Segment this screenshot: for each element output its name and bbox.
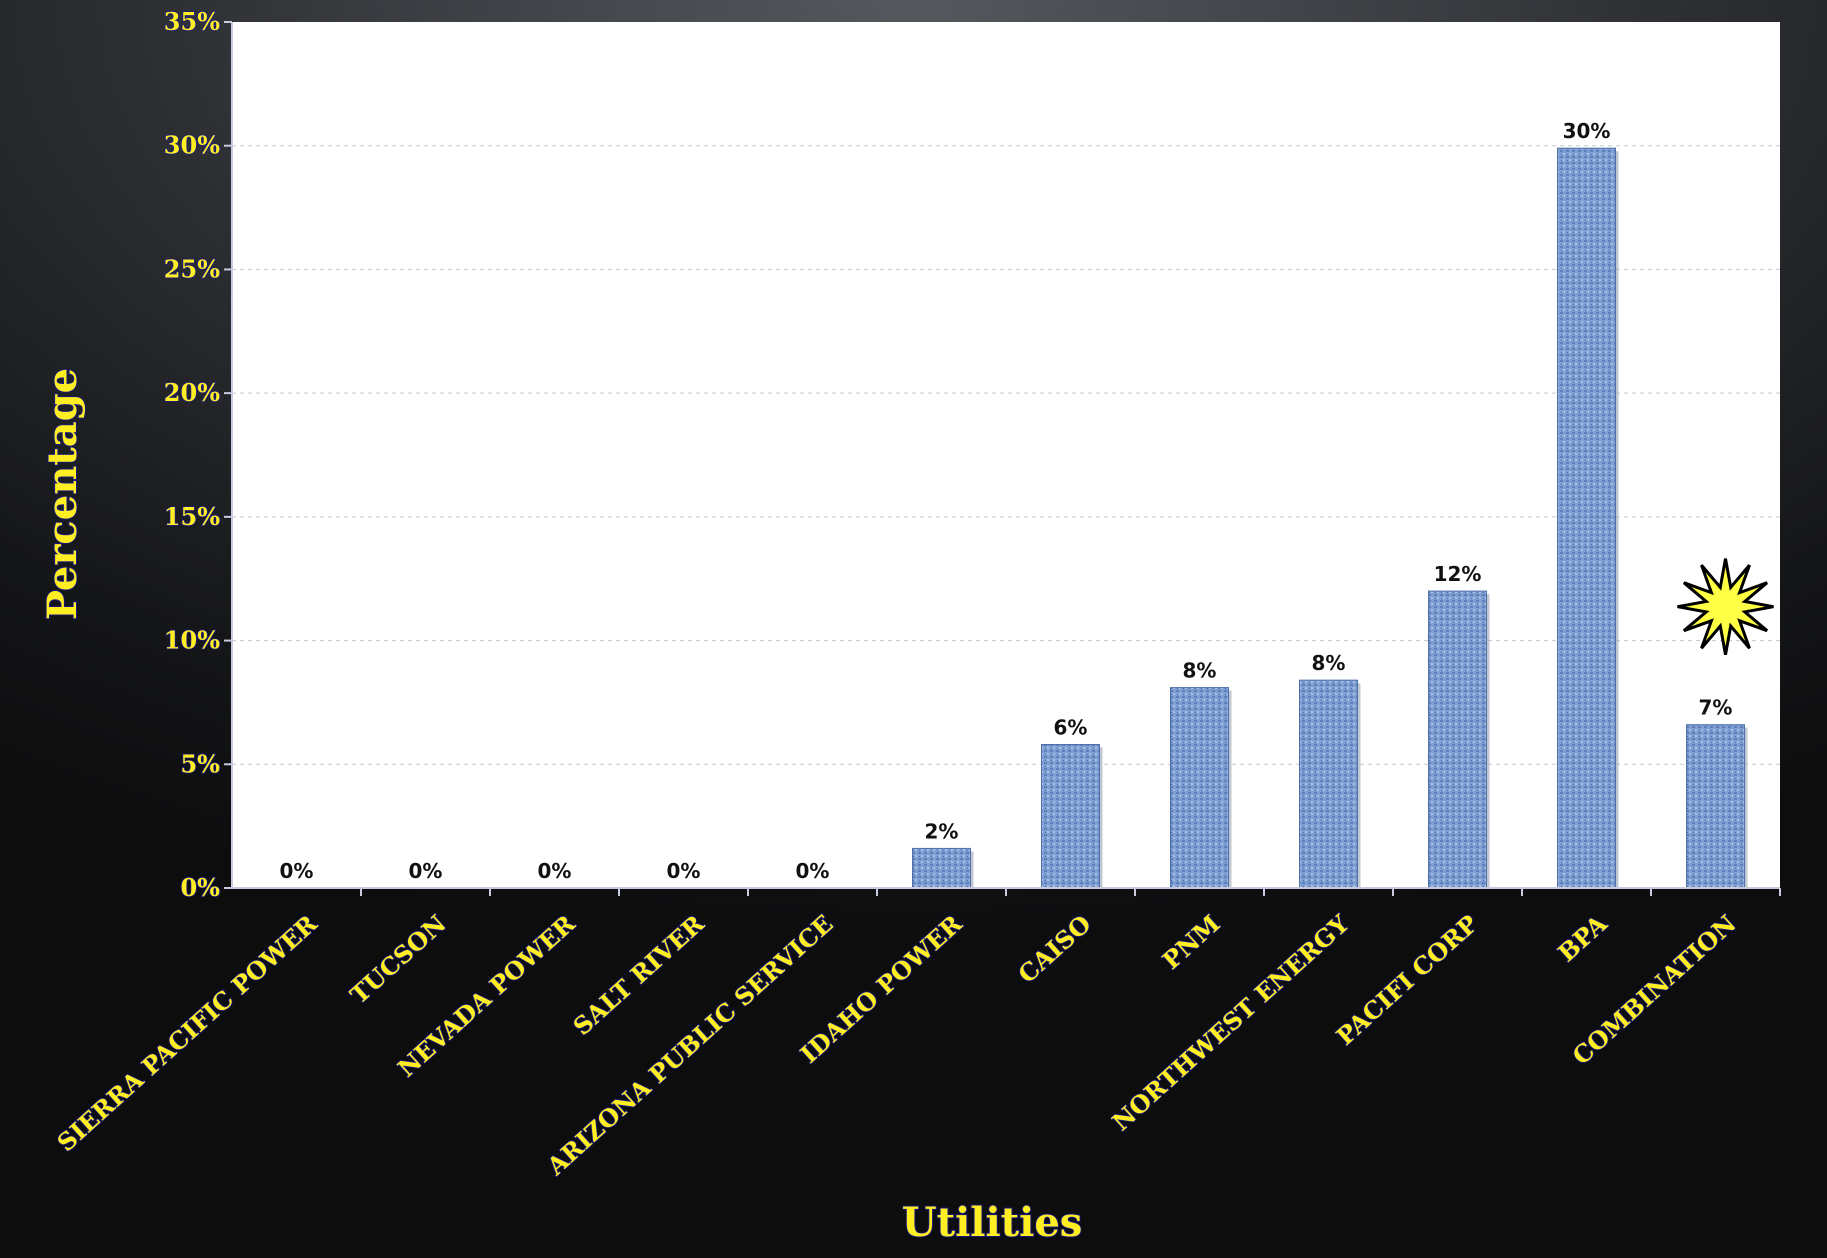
y-tick-label: 25% bbox=[164, 254, 220, 283]
x-axis-title: Utilities bbox=[902, 1199, 1083, 1246]
data-label: 8% bbox=[1312, 651, 1346, 675]
x-tick-label: SIERRA PACIFIC POWER bbox=[51, 908, 323, 1157]
y-tick-label: 0% bbox=[180, 873, 220, 902]
plot-area bbox=[232, 22, 1780, 888]
y-tick-label: 20% bbox=[164, 378, 220, 407]
x-tick-label: ARIZONA PUBLIC SERVICE bbox=[540, 909, 838, 1181]
data-label: 0% bbox=[538, 859, 572, 883]
starburst-icon bbox=[1677, 558, 1774, 655]
x-tick-label: SALT RIVER bbox=[567, 908, 710, 1041]
y-axis-title: Percentage bbox=[39, 368, 86, 620]
y-tick-label: 5% bbox=[180, 749, 220, 778]
y-tick-label: 30% bbox=[164, 131, 220, 160]
x-tick-label: NORTHWEST ENERGY bbox=[1106, 908, 1355, 1136]
data-label: 8% bbox=[1183, 659, 1217, 683]
data-label: 30% bbox=[1563, 119, 1611, 143]
bar bbox=[1041, 743, 1100, 889]
x-tick-label: BPA bbox=[1552, 909, 1613, 968]
data-label: 0% bbox=[796, 859, 830, 883]
x-tick-label: PNM bbox=[1157, 909, 1226, 975]
x-tick-label: CAISO bbox=[1012, 909, 1096, 989]
data-label: 2% bbox=[925, 819, 959, 843]
data-label: 0% bbox=[280, 859, 314, 883]
y-tick-label: 15% bbox=[164, 502, 220, 531]
gridlines bbox=[232, 145, 1780, 765]
bar bbox=[1428, 590, 1487, 889]
data-labels: 0% 0% 0% 0% 0% 2% 6% 8% 8% 12% 30% 7% bbox=[280, 119, 1733, 883]
data-label: 6% bbox=[1054, 715, 1088, 739]
data-label: 12% bbox=[1434, 562, 1482, 586]
data-label: 0% bbox=[409, 859, 443, 883]
data-label: 0% bbox=[667, 859, 701, 883]
bar bbox=[1686, 724, 1745, 889]
data-label: 7% bbox=[1699, 696, 1733, 720]
bars bbox=[912, 147, 1748, 889]
bar bbox=[1557, 147, 1616, 889]
y-tick-label: 10% bbox=[164, 626, 220, 655]
bar bbox=[1299, 679, 1358, 889]
y-axis: 0% 5% 10% 15% 20% 25% 30% 35% bbox=[163, 6, 233, 903]
x-tick-label: TUCSON bbox=[344, 909, 451, 1010]
bar bbox=[912, 847, 971, 889]
bar bbox=[1170, 687, 1229, 889]
y-tick-label: 35% bbox=[164, 7, 220, 36]
